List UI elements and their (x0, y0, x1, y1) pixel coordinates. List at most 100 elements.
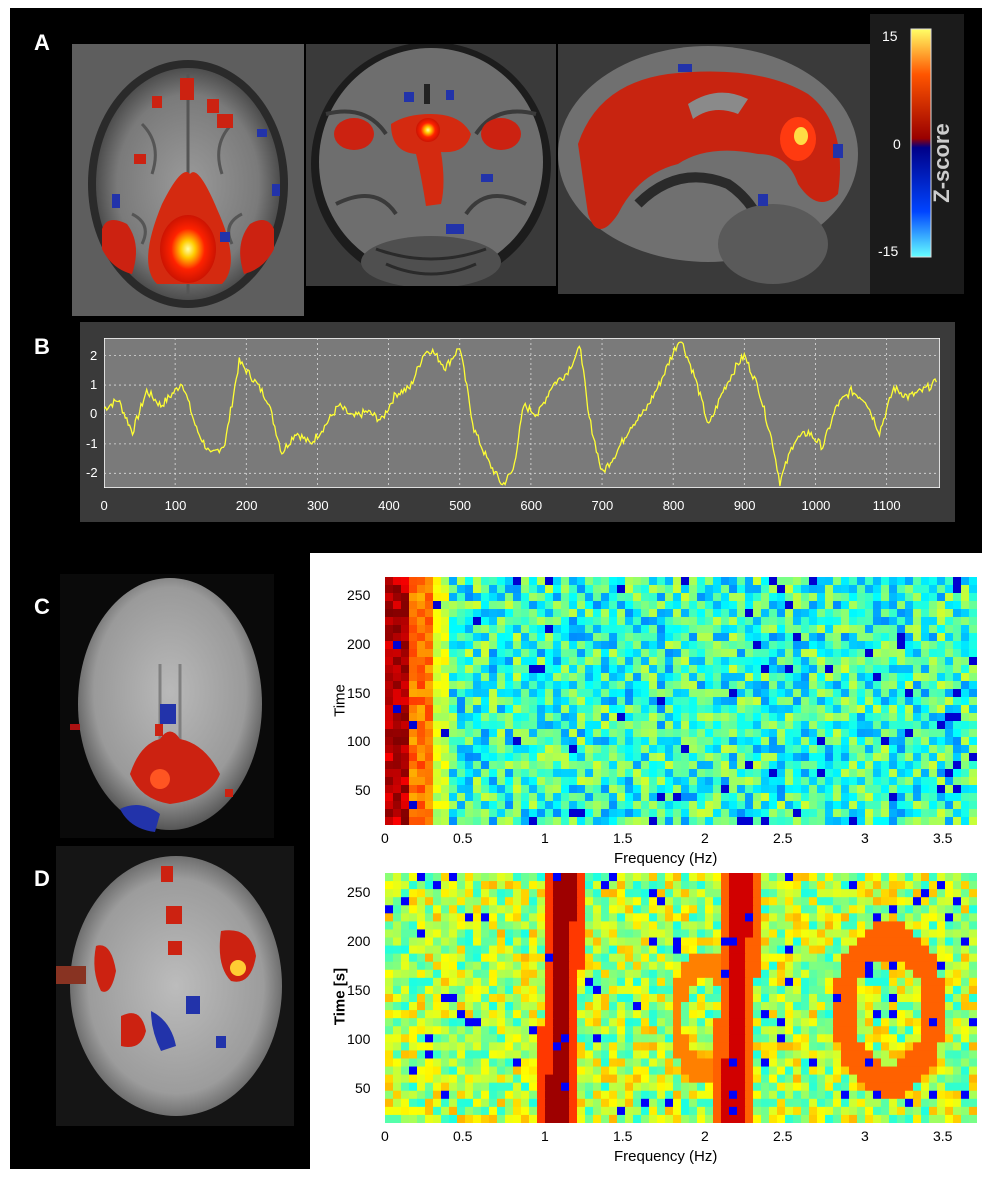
spectrogram-c-cell (657, 601, 666, 610)
spectrogram-c-cell (785, 649, 794, 658)
spectrogram-c-cell (937, 809, 946, 818)
spectrogram-c-cell (681, 657, 690, 666)
spectrogram-c-cell (625, 625, 634, 634)
spectrogram-c-cell (793, 721, 802, 730)
spectrogram-c-cell (585, 657, 594, 666)
spectrogram-d-cell (841, 881, 850, 890)
spectrogram-c-cell (537, 809, 546, 818)
spectrogram-d-cell (521, 873, 530, 882)
spectrogram-c-cell (857, 801, 866, 810)
spectrogram-c-cell (913, 697, 922, 706)
spectrogram-d-cell (937, 1074, 946, 1084)
spectrogram-d-cell (889, 905, 898, 914)
spectrogram-c-cell (857, 761, 866, 770)
spectrogram-d-cell (849, 1034, 858, 1043)
spectrogram-c-cell (753, 673, 762, 682)
spectrogram-c-cell (681, 577, 690, 586)
spectrogram-d-cell (969, 905, 977, 914)
spectrogram-c-cell (417, 633, 426, 642)
spectrogram-d-cell (585, 1090, 594, 1100)
spectrogram-c-cell (753, 801, 762, 810)
spectrogram-c-cell (609, 769, 618, 778)
spectrogram-c-cell (457, 729, 466, 738)
spectrogram-c-cell (425, 681, 434, 690)
spectrogram-c-cell (497, 745, 506, 754)
spectrogram-d-cell (673, 897, 682, 906)
spectrogram-c-cell (801, 761, 810, 770)
spectrogram-c-cell (849, 641, 858, 650)
spectrogram-c-cell (961, 625, 970, 634)
spectrogram-c-cell (745, 793, 754, 802)
spectrogram-c-cell (857, 577, 866, 586)
spectrogram-c-cell (673, 665, 682, 674)
spectrogram-d-cell (961, 1082, 970, 1092)
spectrogram-c-cell (737, 801, 746, 810)
spectrogram-d-cell (793, 1066, 802, 1076)
spectrogram-d-cell (593, 1082, 602, 1092)
spectrogram-d-cell (481, 961, 490, 971)
spectrogram-c-cell (505, 713, 514, 722)
spectrogram-c-cell (881, 705, 890, 714)
spectrogram-d-cell (777, 1090, 786, 1100)
spectrogram-c-cell (433, 769, 442, 778)
spectrogram-c-cell (577, 657, 586, 666)
spectrogram-d-cell (857, 1002, 866, 1011)
spectrogram-d-cell (417, 1010, 426, 1019)
spectrogram-c-cell (545, 729, 554, 738)
spectrogram-c-cell (473, 673, 482, 682)
spectrogram-c-cell (601, 705, 610, 714)
spectrogram-d-cell (433, 1074, 442, 1084)
spectrogram-d-cell (617, 937, 626, 947)
spectrogram-d-cell (889, 1058, 898, 1068)
spectrogram-d-cell (721, 1050, 730, 1060)
spectrogram-c-cell (769, 673, 778, 682)
spectrogram-c-cell (865, 689, 874, 698)
spectrogram-c-cell (425, 713, 434, 722)
spectrogram-c-cell (929, 745, 938, 754)
spectrogram-c-cell (417, 593, 426, 602)
spectrogram-d-cell (497, 1074, 506, 1084)
spectrogram-d-cell (889, 1050, 898, 1060)
spectrogram-d-cell (913, 1098, 922, 1108)
spectrogram-c-cell (465, 713, 474, 722)
spectrogram-c-cell (921, 801, 930, 810)
spectrogram-d-cell (393, 953, 402, 963)
spectrogram-c-cell (505, 657, 514, 666)
spectrogram-d-cell (577, 1042, 586, 1052)
spectrogram-d-cell (889, 1018, 898, 1027)
spectrogram-d-cell (937, 889, 946, 898)
spectrogram-d-cell (681, 1074, 690, 1084)
spectrogram-c-cell (961, 641, 970, 650)
spectrogram-c-cell (617, 809, 626, 818)
spectrogram-c-cell (961, 793, 970, 802)
spectrogram-c-cell (625, 777, 634, 786)
spectrogram-c-cell (465, 617, 474, 626)
spectrogram-d-cell (881, 985, 890, 995)
spectrogram-c-cell (969, 777, 977, 786)
spectrogram-c-cell (657, 737, 666, 746)
spectrogram-c-cell (713, 593, 722, 602)
spectrogram-d-cell (809, 1114, 818, 1123)
spectrogram-c-cell (481, 721, 490, 730)
spectrogram-d-cell (721, 1066, 730, 1076)
spectrogram-d-cell (609, 921, 618, 931)
spectrogram-d-cell (913, 881, 922, 890)
spectrogram-c-cell (553, 785, 562, 794)
spectrogram-d-cell (665, 1050, 674, 1060)
spectrogram-d-cell (769, 1042, 778, 1052)
spectrogram-c-cell (505, 617, 514, 626)
spectrogram-c-cell (617, 673, 626, 682)
spectrogram-d-cell (409, 953, 418, 963)
spectrogram-d-cell (841, 873, 850, 882)
spectrogram-d-cell (945, 1090, 954, 1100)
spectrogram-d-cell (513, 1082, 522, 1092)
spectrogram-c-cell (665, 809, 674, 818)
spectrogram-d-cell (657, 1002, 666, 1011)
spectrogram-c-cell (961, 649, 970, 658)
spectrogram-c-cell (577, 745, 586, 754)
spectrogram-d-cell (529, 1090, 538, 1100)
spectrogram-d-cell (441, 905, 450, 914)
spectrogram-d-cell (625, 1106, 634, 1116)
spectrogram-c-cell (713, 801, 722, 810)
spectrogram-c-cell (961, 593, 970, 602)
